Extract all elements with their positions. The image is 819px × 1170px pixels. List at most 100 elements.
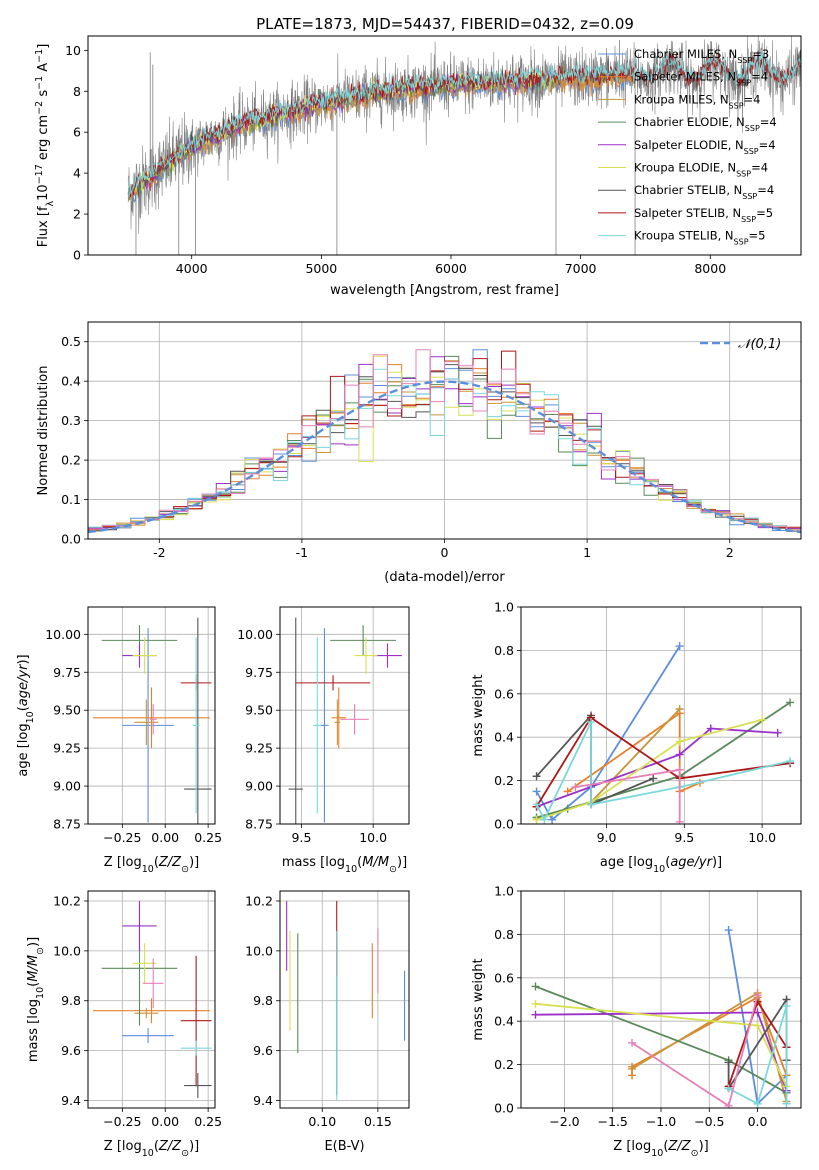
axes-frame	[87, 35, 802, 256]
y-tick-label: 0	[73, 248, 81, 263]
weight-marker	[753, 1008, 762, 1017]
weight-series	[535, 721, 791, 822]
y-tick-label: 0.0	[494, 817, 514, 832]
plot-area-mass_vs_ebv	[286, 900, 406, 1101]
legend-entry: Salpeter STELIB, NSSP=5	[634, 206, 773, 224]
y-tick-label: 9.50	[245, 703, 273, 718]
x-tick-label: 10.0	[359, 830, 387, 845]
legend-entry: Kroupa MILES, NSSP=4	[634, 92, 760, 110]
weight-marker	[532, 787, 541, 796]
plot-area-weight_vs_Z	[531, 926, 791, 1108]
weight-series	[536, 701, 791, 819]
x-tick-label: 0.10	[308, 1114, 336, 1129]
x-axis-label: wavelength [Angstrom, rest frame]	[330, 283, 559, 298]
plot-area-age_vs_mass	[288, 617, 402, 824]
x-tick-label: −2.0	[549, 1114, 579, 1129]
x-tick-label: 0.00	[151, 1114, 179, 1129]
x-tick-label: 0.25	[194, 1114, 222, 1129]
y-tick-label: 9.50	[53, 703, 81, 718]
y-tick-label: 0.2	[494, 1057, 514, 1072]
y-tick-label: 10.2	[245, 893, 273, 908]
y-tick-label: 0.2	[61, 453, 81, 468]
x-tick-label: −0.5	[694, 1114, 724, 1129]
x-tick-label: 5000	[305, 261, 337, 276]
panel-weight_vs_age: 9.0 9.5 10.0 0.0 0.2 0.4 0.6 0.8 1.0 age [log10(a…	[471, 600, 802, 875]
axes-frame	[279, 606, 410, 825]
y-tick-label: 9.8	[61, 993, 81, 1008]
panel-age_vs_Z: −0.25 0.00 0.25 8.75 9.00 9.25 9.50 9.75 10.00 Z …	[16, 606, 222, 875]
x-axis-label: Z [log10(Z/Z⊙)]	[613, 1139, 708, 1159]
y-tick-label: 10.0	[53, 943, 81, 958]
x-tick-label: 0.25	[194, 830, 222, 845]
x-tick-label: −0.25	[103, 1114, 141, 1129]
weight-marker	[548, 815, 557, 824]
weight-marker	[675, 817, 684, 824]
panel-age_vs_mass: 9.5 10.0 8.75 9.00 9.25 9.50 9.75 10.00 mass [lo…	[237, 606, 410, 875]
weight-marker	[531, 999, 540, 1008]
y-tick-label: 9.6	[61, 1043, 81, 1058]
x-axis-label: Z [log10(Z/Z⊙)]	[104, 1139, 199, 1159]
x-tick-label: -2	[153, 545, 165, 560]
y-tick-label: 9.00	[53, 779, 81, 794]
weight-marker	[724, 1101, 733, 1108]
x-tick-label: 9.5	[292, 830, 312, 845]
x-tick-label: 7000	[565, 261, 597, 276]
panel-mass_vs_ebv: 0.10 0.15 9.4 9.6 9.8 10.0 10.2 E(B-V)	[245, 890, 410, 1154]
plot-area-mass_vs_Z	[93, 900, 212, 1099]
y-tick-label: 10.0	[245, 943, 273, 958]
weight-marker	[675, 642, 684, 651]
x-tick-label: 9.0	[597, 830, 617, 845]
x-axis-label: (data-model)/error	[384, 570, 505, 585]
legend-entry: Kroupa STELIB, NSSP=5	[634, 229, 765, 247]
y-tick-label: 9.8	[253, 993, 273, 1008]
y-axis-label: mass [log10(M/M⊙)]	[26, 937, 46, 1062]
weight-marker	[782, 1002, 791, 1011]
x-axis-label: age [log10(age/yr)]	[600, 855, 722, 875]
weight-series	[536, 718, 763, 821]
panel-mass_vs_Z: −0.25 0.00 0.25 9.4 9.6 9.8 10.0 10.2 Z [log10(Z…	[26, 890, 222, 1159]
x-axis-label: mass [log10(M/M⊙)]	[282, 855, 407, 875]
x-tick-label: −1.5	[598, 1114, 628, 1129]
y-tick-label: 0.4	[494, 730, 514, 745]
y-tick-label: 6	[73, 125, 81, 140]
y-tick-label: 0.8	[494, 643, 514, 658]
axes-frame	[87, 606, 216, 825]
x-tick-label: 0	[441, 545, 449, 560]
weight-marker	[786, 698, 795, 707]
weight-marker	[753, 1099, 762, 1108]
plot-area-spectrum	[127, 36, 801, 255]
x-tick-label: 6000	[435, 261, 467, 276]
weight-marker	[724, 1084, 733, 1093]
axes-frame	[520, 606, 802, 825]
x-tick-label: 9.5	[674, 830, 694, 845]
y-axis-label: age [log10(age/yr)]	[16, 654, 36, 776]
weight-marker	[628, 1064, 637, 1073]
x-tick-label: 0.15	[364, 1114, 392, 1129]
figure-title: PLATE=1873, MJD=54437, FIBERID=0432, z=0…	[256, 15, 634, 33]
weight-marker	[782, 1099, 791, 1108]
y-axis-label: Normed distribution	[36, 366, 51, 496]
y-tick-label: 0.3	[61, 413, 81, 428]
plot-area-age_vs_Z	[93, 617, 212, 824]
y-tick-label: 0.0	[61, 532, 81, 547]
legend-entry: Salpeter MILES, NSSP=4	[634, 70, 768, 88]
y-tick-label: 0.4	[494, 1014, 514, 1029]
x-axis-label: E(B-V)	[324, 1139, 364, 1154]
panel-weight_vs_Z: −2.0 −1.5 −1.0 −0.5 0.0 0.0 0.2 0.4 0.6 0.8 1.0 Z […	[471, 884, 802, 1159]
y-tick-label: 0.0	[494, 1101, 514, 1116]
weight-marker	[563, 787, 572, 796]
y-tick-label: 0.4	[61, 374, 81, 389]
y-tick-label: 0.1	[61, 492, 81, 507]
y-tick-label: 4	[73, 166, 81, 181]
y-tick-label: 8.75	[53, 817, 81, 832]
x-tick-label: -1	[296, 545, 308, 560]
weight-marker	[532, 800, 541, 809]
weight-marker	[675, 704, 684, 713]
axes-frame	[279, 890, 410, 1109]
y-tick-label: 0.6	[494, 686, 514, 701]
y-tick-label: 10.2	[53, 893, 81, 908]
y-tick-label: 9.25	[53, 741, 81, 756]
legend-entry: Chabrier STELIB, NSSP=4	[634, 183, 774, 201]
weight-marker	[531, 1010, 540, 1019]
